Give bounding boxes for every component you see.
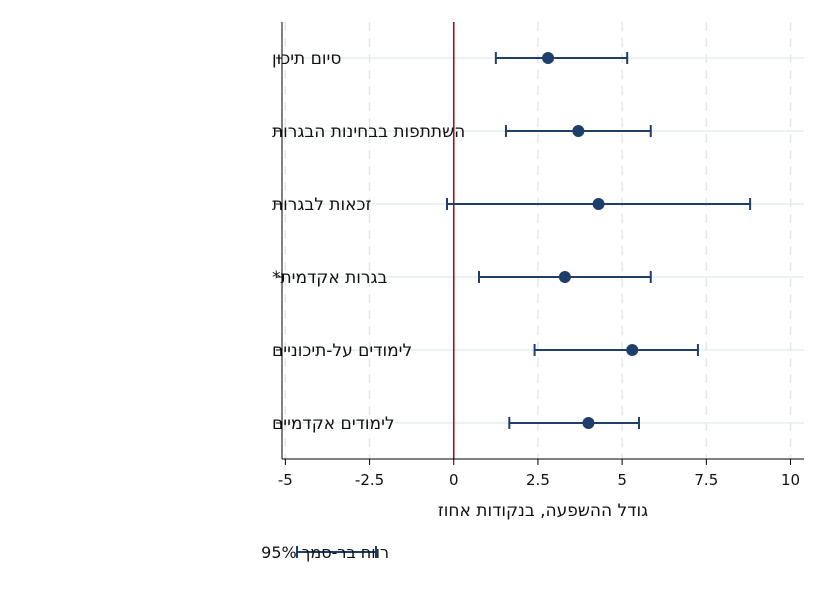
x-tick-label: -2.5 xyxy=(355,471,384,489)
axis-layer xyxy=(276,22,804,460)
point-estimates xyxy=(542,52,639,429)
legend: רווח בר-סמך 95% xyxy=(261,543,389,562)
grid-layer xyxy=(282,22,804,459)
confidence-intervals xyxy=(446,52,752,429)
category-labels: סיום תיכון השתתפות בבחינות הבגרות זכאות לב… xyxy=(272,49,465,434)
legend-label: רווח בר-סמך 95% xyxy=(261,543,389,562)
category-label: בגרות אקדמית* xyxy=(272,268,388,288)
point-estimate xyxy=(572,125,585,137)
x-tick-label: 2.5 xyxy=(526,471,550,489)
point-estimate xyxy=(626,344,639,356)
category-label: זכאות לבגרות xyxy=(272,195,371,215)
x-tick-label: -5 xyxy=(278,471,293,489)
x-tick-label: 7.5 xyxy=(694,471,718,489)
x-tick-label: 5 xyxy=(617,471,627,489)
x-axis-title: גודל ההשפעה, בנקודות אחוז xyxy=(438,501,648,521)
x-tick-label: 10 xyxy=(781,471,800,489)
category-label: השתתפות בבחינות הבגרות xyxy=(272,122,465,142)
category-label: לימודים על-תיכוניים xyxy=(272,341,412,361)
x-tick-label: 0 xyxy=(449,471,459,489)
point-estimate xyxy=(592,198,605,210)
point-estimate xyxy=(558,271,571,283)
point-estimate xyxy=(542,52,555,64)
point-estimate xyxy=(582,417,595,429)
category-label: סיום תיכון xyxy=(272,49,341,69)
category-label: לימודים אקדמיים xyxy=(272,414,395,434)
x-ticks: -5 -2.5 0 2.5 5 7.5 10 xyxy=(278,459,800,489)
